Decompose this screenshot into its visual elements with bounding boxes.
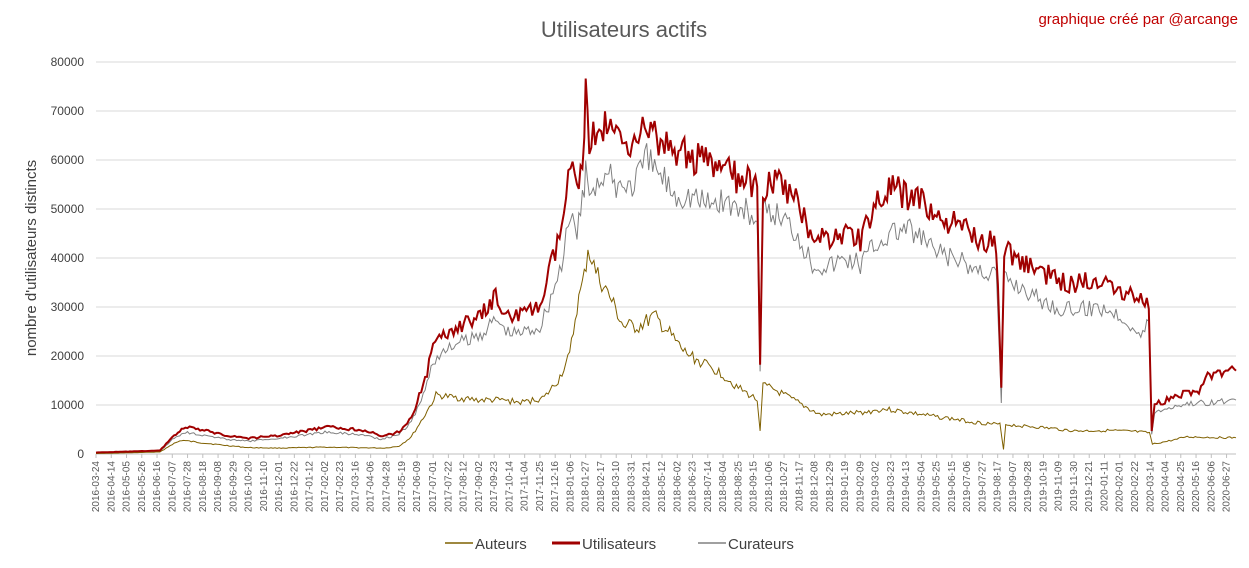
x-tick-label: 2017-05-19 (397, 461, 408, 513)
x-tick-label: 2020-02-01 (1115, 461, 1126, 513)
x-tick-label: 2019-03-23 (886, 461, 897, 513)
chart-title: Utilisateurs actifs (541, 17, 707, 42)
x-tick-label: 2019-10-19 (1038, 461, 1049, 513)
x-tick-label: 2019-01-19 (840, 461, 851, 513)
x-tick-label: 2018-08-04 (718, 461, 729, 513)
series-line-auteurs (96, 249, 1237, 454)
x-tick-label: 2017-02-02 (320, 461, 331, 513)
x-tick-label: 2020-05-16 (1191, 461, 1202, 513)
x-tick-label: 2019-12-21 (1084, 461, 1095, 513)
x-tick-label: 2019-09-28 (1023, 461, 1034, 513)
series-line-utilisateurs (95, 78, 1237, 454)
x-tick-label: 2016-08-18 (198, 461, 209, 513)
x-tick-label: 2016-09-29 (228, 461, 239, 513)
y-tick-label: 0 (77, 447, 84, 461)
x-tick-label: 2018-10-27 (779, 461, 790, 513)
x-tick-label: 2016-05-05 (122, 461, 133, 513)
x-tick-label: 2019-07-27 (977, 461, 988, 513)
x-tick-label: 2018-02-17 (596, 461, 607, 513)
x-tick-label: 2016-07-28 (183, 461, 194, 513)
x-tick-label: 2018-10-06 (764, 461, 775, 513)
x-tick-label: 2016-10-20 (244, 461, 255, 513)
x-tick-label: 2018-07-14 (703, 461, 714, 513)
x-tick-label: 2017-04-06 (366, 461, 377, 513)
x-tick-label: 2016-05-26 (137, 461, 148, 513)
x-tick-label: 2020-06-27 (1222, 461, 1233, 513)
x-tick-label: 2020-06-06 (1206, 461, 1217, 513)
x-tick-label: 2017-01-12 (305, 461, 316, 513)
x-tick-label: 2016-12-01 (274, 461, 285, 513)
x-tick-label: 2019-04-13 (901, 461, 912, 513)
x-tick-label: 2018-03-31 (626, 461, 637, 513)
x-tick-label: 2017-09-02 (474, 461, 485, 513)
legend: Auteurs Utilisateurs Curateurs (445, 536, 794, 553)
x-tick-label: 2017-10-14 (504, 461, 515, 513)
x-tick-label: 2018-12-08 (810, 461, 821, 513)
x-tick-label: 2019-06-15 (947, 461, 958, 513)
x-tick-label: 2017-11-25 (535, 461, 546, 512)
x-tick-label: 2018-11-17 (794, 461, 805, 512)
x-tick-label: 2018-04-21 (642, 461, 653, 513)
y-tick-labels: 0 10000 20000 30000 40000 50000 60000 70000 8000… (51, 55, 85, 461)
series-lines (95, 78, 1237, 454)
x-tick-label: 2018-01-06 (565, 461, 576, 513)
x-tick-label: 2017-04-28 (382, 461, 393, 513)
legend-entry: Curateurs (728, 536, 794, 553)
x-tick-label: 2020-04-04 (1161, 461, 1172, 513)
legend-entry: Utilisateurs (582, 536, 656, 553)
x-tick-label: 2019-09-07 (1008, 461, 1019, 513)
y-tick-label: 70000 (51, 104, 85, 118)
x-tick-label: 2018-01-27 (581, 461, 592, 513)
x-tick-label: 2018-09-15 (749, 461, 760, 513)
y-tick-label: 30000 (51, 300, 85, 314)
x-tick-label: 2020-03-14 (1145, 461, 1156, 513)
x-tick-label: 2016-07-07 (167, 461, 178, 513)
x-tick-label: 2019-11-30 (1069, 461, 1080, 512)
y-tick-label: 20000 (51, 349, 85, 363)
x-tick-label: 2017-06-09 (412, 461, 423, 513)
y-tick-label: 60000 (51, 153, 85, 167)
x-tick-label: 2019-07-06 (962, 461, 973, 513)
x-tick-label: 2017-08-12 (459, 461, 470, 513)
x-tick-label: 2019-03-02 (871, 461, 882, 513)
y-axis-label: nombre d'utilisateurs distincts (23, 160, 40, 356)
x-tick-label: 2017-11-04 (520, 461, 531, 512)
x-tick-label: 2017-07-22 (443, 461, 454, 513)
x-tick-label: 2018-03-10 (611, 461, 622, 513)
x-tick-label: 2020-02-22 (1130, 461, 1141, 513)
x-tick-label: 2016-03-24 (91, 461, 102, 513)
x-tick-label: 2019-11-09 (1054, 461, 1065, 512)
x-tick-label: 2019-08-17 (993, 461, 1004, 513)
x-tick-label: 2018-12-29 (825, 461, 836, 513)
x-tick-label: 2016-11-10 (259, 461, 270, 512)
legend-entry: Auteurs (475, 536, 527, 553)
x-tick-label: 2019-05-04 (916, 461, 927, 513)
x-tick-label: 2018-08-25 (733, 461, 744, 513)
x-tick-label: 2018-06-02 (672, 461, 683, 513)
x-tick-label: 2020-04-25 (1176, 461, 1187, 513)
y-tick-label: 50000 (51, 202, 85, 216)
x-tick-label: 2017-03-16 (350, 461, 361, 513)
gridlines (96, 61, 1236, 455)
x-tick-label: 2019-05-25 (932, 461, 943, 513)
x-tick-label: 2016-06-16 (152, 461, 163, 513)
x-tick-labels: 2016-03-24 2016-04-14 2016-05-05 2016-05-26… (91, 454, 1233, 512)
x-tick-label: 2019-02-09 (855, 461, 866, 513)
y-tick-label: 40000 (51, 251, 85, 265)
y-tick-label: 80000 (51, 55, 85, 69)
x-tick-label: 2016-12-22 (289, 461, 300, 513)
x-tick-label: 2016-09-08 (213, 461, 224, 513)
x-tick-label: 2017-09-23 (489, 461, 500, 513)
chart-credit: graphique créé par @arcange (1038, 11, 1238, 28)
x-tick-label: 2018-05-12 (657, 461, 668, 513)
x-tick-label: 2020-01-11 (1099, 461, 1110, 512)
x-tick-label: 2016-04-14 (106, 461, 117, 513)
x-tick-label: 2017-02-23 (335, 461, 346, 513)
series-line-curateurs (95, 143, 1237, 454)
x-tick-label: 2017-07-01 (428, 461, 439, 513)
y-tick-label: 10000 (51, 398, 85, 412)
x-tick-label: 2017-12-16 (550, 461, 561, 513)
x-tick-label: 2018-06-23 (688, 461, 699, 513)
